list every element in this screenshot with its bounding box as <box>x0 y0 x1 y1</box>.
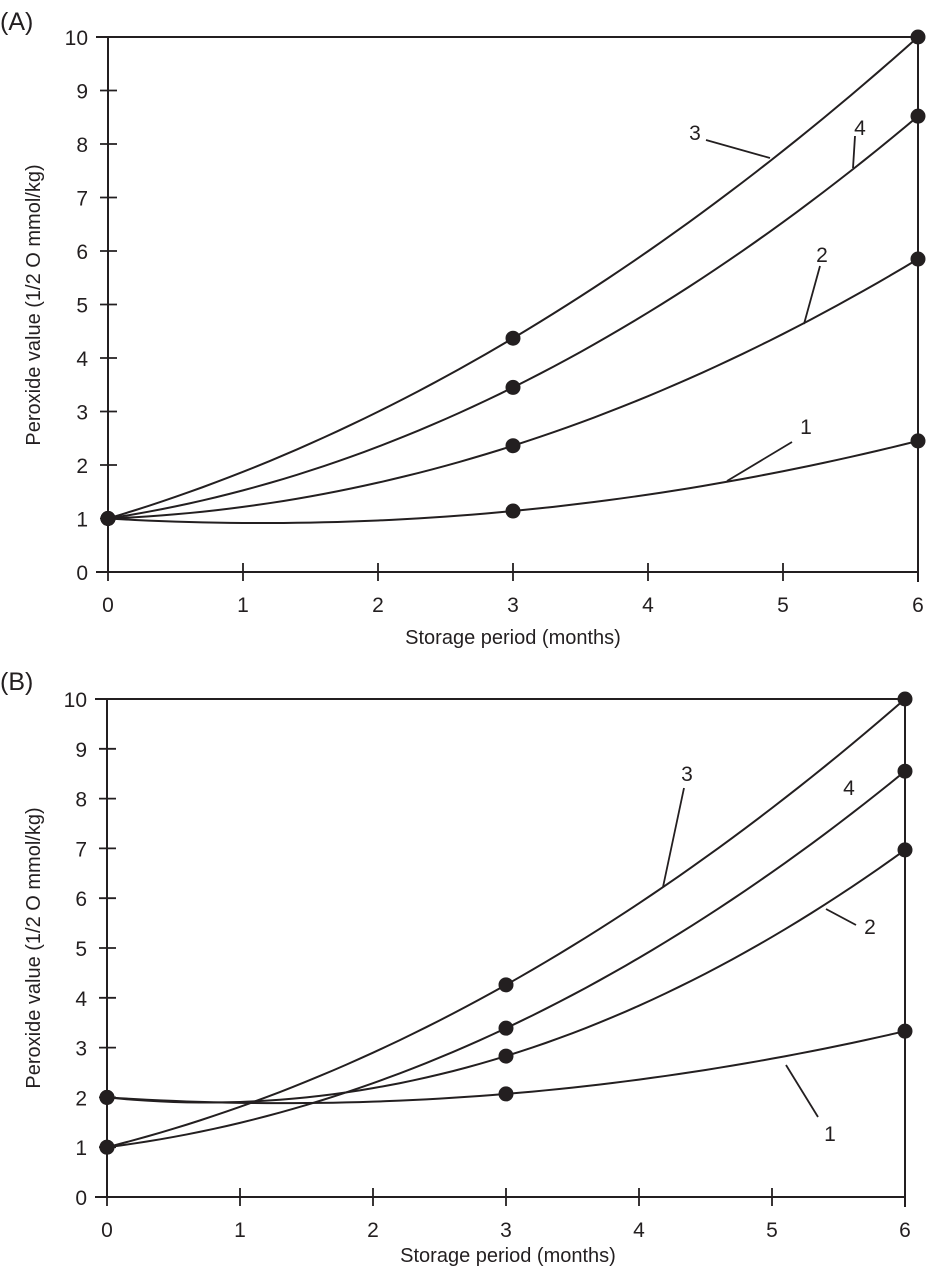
series-label-2: 2 <box>864 916 876 939</box>
data-point-series-1 <box>498 1086 514 1102</box>
x-tick-label: 0 <box>101 1219 113 1242</box>
series-label-leader-3 <box>705 139 771 159</box>
series-label-leader-1 <box>785 1064 819 1118</box>
x-tick-label: 5 <box>777 594 789 617</box>
x-axis-title: Storage period (months) <box>400 1245 616 1267</box>
y-tick-label: 0 <box>76 562 88 585</box>
y-tick-label: 1 <box>76 509 88 532</box>
data-point-series-2 <box>910 251 926 267</box>
data-point-series-3 <box>498 977 514 993</box>
y-tick-label: 2 <box>76 455 88 478</box>
x-tick-label: 2 <box>367 1219 379 1242</box>
y-tick-label: 9 <box>76 81 88 104</box>
y-axis-title: Peroxide value (1/2 O mmol/kg) <box>23 807 45 1088</box>
x-tick-label: 1 <box>237 594 249 617</box>
y-tick-label: 3 <box>75 1038 87 1061</box>
x-tick-label: 3 <box>507 594 519 617</box>
y-tick-label: 10 <box>65 27 88 50</box>
series-label-leader-2 <box>803 265 821 325</box>
data-point-series-3 <box>910 29 926 45</box>
y-tick-label: 0 <box>75 1187 87 1210</box>
y-tick-label: 8 <box>76 134 88 157</box>
y-tick-label: 6 <box>76 241 88 264</box>
x-tick-label: 2 <box>372 594 384 617</box>
series-label-2: 2 <box>816 244 828 267</box>
series-label-4: 4 <box>854 117 866 140</box>
data-point-series-1 <box>910 433 926 449</box>
data-point-series-4 <box>99 1139 115 1155</box>
data-point-series-2 <box>897 842 913 858</box>
y-axis-title: Peroxide value (1/2 O mmol/kg) <box>23 164 45 445</box>
x-tick-label: 0 <box>102 594 114 617</box>
x-tick-label: 3 <box>500 1219 512 1242</box>
series-label-leader-3 <box>662 787 685 888</box>
series-line-2 <box>106 849 906 1104</box>
x-tick-label: 6 <box>912 594 924 617</box>
data-point-series-4 <box>897 763 913 779</box>
panel-b: (B) Storage period (months) Peroxide val… <box>0 668 913 1267</box>
y-tick-label: 9 <box>75 739 87 762</box>
data-point-series-4 <box>100 511 116 526</box>
data-point-series-2 <box>99 1089 115 1105</box>
x-tick-label: 5 <box>766 1219 778 1242</box>
series-label-1: 1 <box>824 1123 836 1146</box>
panel-a: (A) Storage period (months) Peroxide val… <box>0 8 926 649</box>
x-tick-label: 4 <box>642 594 654 617</box>
data-point-series-2 <box>498 1048 514 1064</box>
data-point-series-1 <box>897 1023 913 1039</box>
y-tick-label: 7 <box>76 188 88 211</box>
y-tick-label: 5 <box>75 938 87 961</box>
series-line-4 <box>107 115 919 520</box>
y-tick-label: 4 <box>76 348 88 371</box>
panel-label-b: (B) <box>0 668 33 696</box>
y-tick-label: 8 <box>75 789 87 812</box>
y-tick-label: 1 <box>75 1137 87 1160</box>
y-tick-label: 10 <box>64 689 87 712</box>
series-label-3: 3 <box>681 763 693 786</box>
y-tick-label: 5 <box>76 295 88 318</box>
y-tick-label: 2 <box>75 1087 87 1110</box>
series-label-4: 4 <box>843 777 855 800</box>
y-tick-label: 6 <box>75 888 87 911</box>
series-label-1: 1 <box>800 416 812 439</box>
data-point-series-1 <box>505 503 521 519</box>
series-label-leader-1 <box>726 441 793 482</box>
series-line-3 <box>106 698 906 1149</box>
data-point-series-3 <box>897 691 913 707</box>
data-point-series-3 <box>505 330 521 346</box>
y-tick-label: 3 <box>76 402 88 425</box>
data-point-series-4 <box>910 108 926 124</box>
series-label-3: 3 <box>689 122 701 145</box>
series-label-leader-2 <box>825 908 857 926</box>
panel-label-a: (A) <box>0 8 33 36</box>
data-point-series-4 <box>505 379 521 395</box>
data-point-series-2 <box>505 438 521 454</box>
data-point-series-4 <box>498 1020 514 1036</box>
y-tick-label: 7 <box>75 838 87 861</box>
x-tick-label: 1 <box>234 1219 246 1242</box>
x-tick-label: 4 <box>633 1219 645 1242</box>
x-tick-label: 6 <box>899 1219 911 1242</box>
x-axis-title: Storage period (months) <box>405 627 621 649</box>
y-tick-label: 4 <box>75 988 87 1011</box>
series-label-leader-4 <box>852 135 856 169</box>
